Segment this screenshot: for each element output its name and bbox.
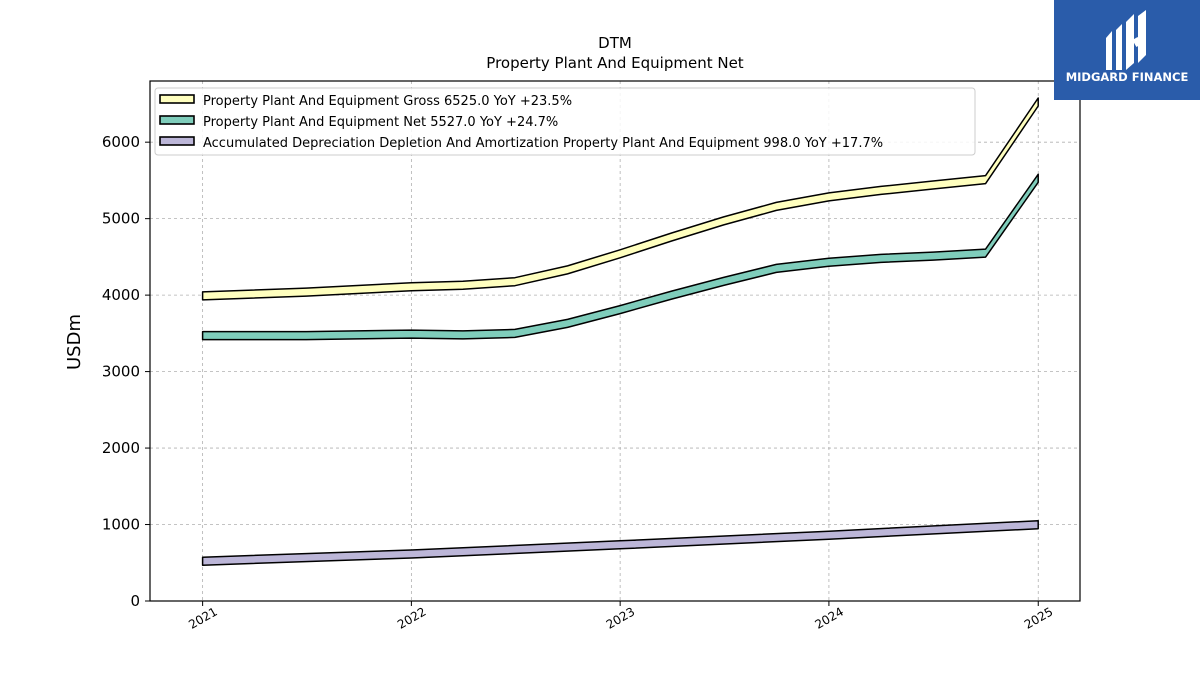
y-tick-label: 5000 bbox=[102, 210, 140, 228]
y-tick-label: 6000 bbox=[102, 133, 140, 151]
x-tick-label: 2024 bbox=[813, 604, 846, 631]
legend-label-accumulated-depreciation: Accumulated Depreciation Depletion And A… bbox=[203, 136, 883, 151]
y-tick-label: 2000 bbox=[102, 439, 140, 457]
chart-legend: Property Plant And Equipment Gross 6525.… bbox=[154, 87, 976, 156]
y-tick-label: 1000 bbox=[102, 516, 140, 534]
legend-swatch-net bbox=[159, 115, 195, 125]
legend-box bbox=[154, 87, 976, 156]
legend-swatch-gross bbox=[159, 94, 195, 104]
legend-swatch-accumulated-depreciation bbox=[159, 136, 195, 146]
y-tick-label: 4000 bbox=[102, 286, 140, 304]
chart-subtitle: Property Plant And Equipment Net bbox=[486, 54, 743, 72]
y-tick-label: 3000 bbox=[102, 363, 140, 381]
series-line-2 bbox=[201, 519, 1039, 566]
legend-label-net: Property Plant And Equipment Net 5527.0 … bbox=[203, 115, 558, 130]
x-tick-label: 2025 bbox=[1022, 604, 1055, 631]
grid-lines bbox=[150, 81, 1080, 601]
series-group bbox=[201, 97, 1039, 566]
x-tick-label: 2023 bbox=[604, 604, 637, 631]
legend-label-gross: Property Plant And Equipment Gross 6525.… bbox=[203, 94, 572, 109]
x-tick-label: 2022 bbox=[395, 604, 428, 631]
brand-logo: MIDGARD FINANCE bbox=[1054, 0, 1200, 100]
x-tick-label: 2021 bbox=[186, 604, 219, 631]
brand-mark-icon bbox=[1106, 10, 1146, 70]
brand-name: MIDGARD FINANCE bbox=[1065, 70, 1189, 84]
series-line-1 bbox=[201, 173, 1039, 341]
plot-frame bbox=[149, 80, 1081, 602]
series-line-0 bbox=[201, 97, 1039, 301]
y-tick-label: 0 bbox=[130, 592, 140, 610]
chart-title: DTM bbox=[598, 34, 632, 52]
y-axis-label: USDm bbox=[64, 314, 85, 370]
